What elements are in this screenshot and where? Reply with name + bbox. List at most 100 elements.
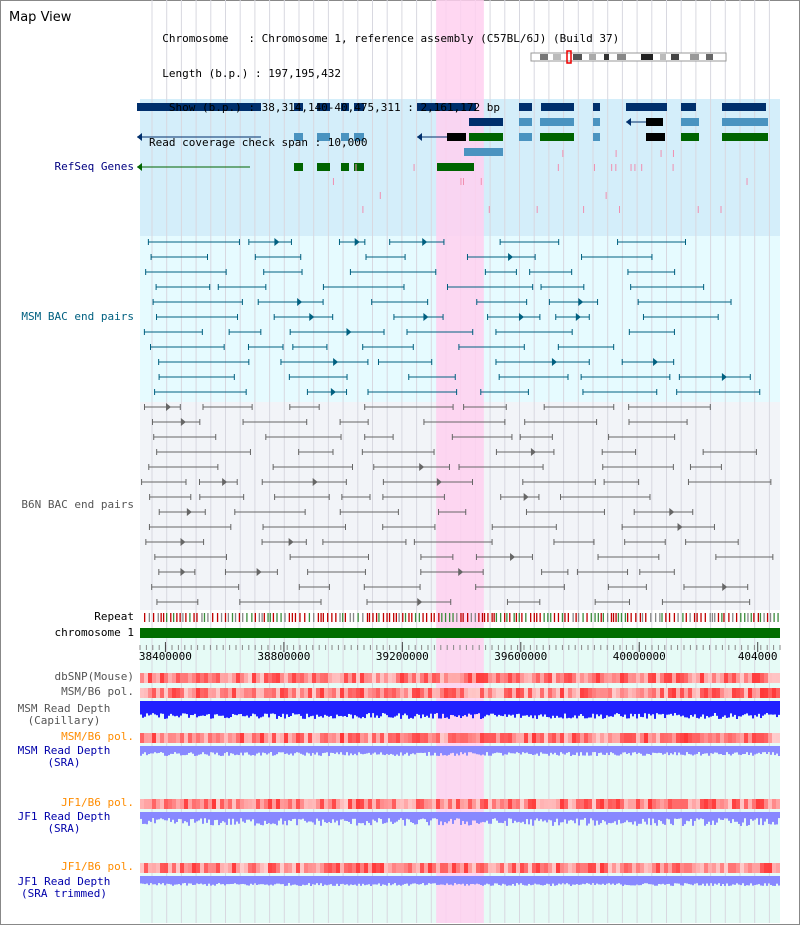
- density-cell: [248, 733, 252, 743]
- bac-arrow: [721, 373, 727, 381]
- depth-bar: [460, 812, 462, 825]
- depth-bar: [652, 746, 654, 753]
- density-cell: [424, 673, 428, 683]
- repeat-mark: [665, 613, 667, 622]
- depth-bar: [612, 812, 614, 823]
- depth-bar: [170, 746, 172, 754]
- depth-bar: [276, 746, 278, 755]
- depth-bar: [502, 746, 504, 756]
- density-cell: [392, 733, 396, 743]
- depth-bar: [564, 876, 566, 885]
- depth-bar: [482, 876, 484, 886]
- depth-bar: [336, 701, 338, 715]
- depth-bar: [594, 812, 596, 826]
- density-cell: [276, 863, 280, 873]
- density-cell: [748, 733, 752, 743]
- depth-bar: [212, 812, 214, 826]
- density-cell: [316, 799, 320, 809]
- bac-arrow: [722, 583, 728, 591]
- density-cell: [640, 688, 644, 698]
- density-cell: [160, 733, 164, 743]
- depth-bar: [694, 812, 696, 821]
- depth-bar: [250, 812, 252, 822]
- density-cell: [464, 863, 468, 873]
- depth-bar: [496, 812, 498, 821]
- depth-bar: [550, 876, 552, 886]
- density-cell: [708, 733, 712, 743]
- density-cell: [696, 733, 700, 743]
- depth-bar: [376, 812, 378, 823]
- density-cell: [356, 799, 360, 809]
- depth-bar: [654, 812, 656, 824]
- depth-bar: [236, 812, 238, 822]
- depth-bar: [504, 812, 506, 821]
- depth-bar: [324, 812, 326, 823]
- depth-bar: [244, 812, 246, 823]
- depth-bar: [340, 701, 342, 716]
- repeat-mark: [700, 613, 702, 622]
- depth-bar: [200, 876, 202, 884]
- depth-bar: [370, 746, 372, 755]
- depth-bar: [476, 812, 478, 824]
- depth-bar: [720, 746, 722, 755]
- depth-bar: [706, 876, 708, 884]
- density-cell: [440, 688, 444, 698]
- depth-bar: [358, 701, 360, 718]
- depth-bar: [754, 812, 756, 820]
- depth-bar: [694, 746, 696, 755]
- track-label-msm-bac[interactable]: MSM BAC end pairs: [21, 310, 134, 323]
- density-cell: [292, 863, 296, 873]
- depth-bar: [506, 812, 508, 826]
- density-cell: [200, 673, 204, 683]
- bac-arrow: [288, 538, 294, 546]
- depth-bar: [458, 812, 460, 819]
- depth-bar: [404, 701, 406, 714]
- depth-bar: [208, 701, 210, 715]
- depth-bar: [454, 701, 456, 717]
- depth-bar: [280, 876, 282, 885]
- density-cell: [512, 688, 516, 698]
- density-cell: [448, 673, 452, 683]
- repeat-mark: [620, 613, 623, 622]
- depth-bar: [636, 746, 638, 754]
- density-cell: [432, 863, 436, 873]
- depth-bar: [394, 701, 396, 717]
- depth-bar: [630, 876, 632, 886]
- depth-bar: [498, 701, 500, 715]
- depth-bar: [632, 701, 634, 717]
- depth-bar: [428, 876, 430, 884]
- track-label-b6n-bac[interactable]: B6N BAC end pairs: [21, 498, 134, 511]
- density-cell: [372, 688, 376, 698]
- depth-bar: [534, 812, 536, 821]
- density-cell: [700, 863, 704, 873]
- depth-bar: [462, 876, 464, 884]
- repeat-mark: [372, 613, 374, 622]
- density-cell: [220, 673, 224, 683]
- depth-bar: [354, 701, 356, 716]
- depth-bar: [292, 746, 294, 756]
- density-cell: [232, 733, 236, 743]
- density-cell: [516, 799, 520, 809]
- density-cell: [284, 673, 288, 683]
- density-cell: [360, 863, 364, 873]
- repeat-mark: [291, 613, 294, 622]
- density-cell: [448, 799, 452, 809]
- density-cell: [280, 673, 284, 683]
- density-cell: [200, 863, 204, 873]
- depth-bar: [440, 876, 442, 885]
- depth-bar: [522, 746, 524, 753]
- depth-bar: [584, 746, 586, 756]
- depth-bar: [264, 746, 266, 754]
- depth-bar: [608, 701, 610, 717]
- track-label-refseq-genes[interactable]: RefSeq Genes: [54, 160, 134, 173]
- density-cell: [532, 799, 536, 809]
- depth-bar: [432, 876, 434, 884]
- depth-bar: [616, 876, 618, 884]
- density-cell: [540, 799, 544, 809]
- depth-bar: [614, 876, 616, 886]
- density-cell: [476, 799, 480, 809]
- density-cell: [692, 733, 696, 743]
- density-cell: [428, 688, 432, 698]
- depth-bar: [188, 876, 190, 884]
